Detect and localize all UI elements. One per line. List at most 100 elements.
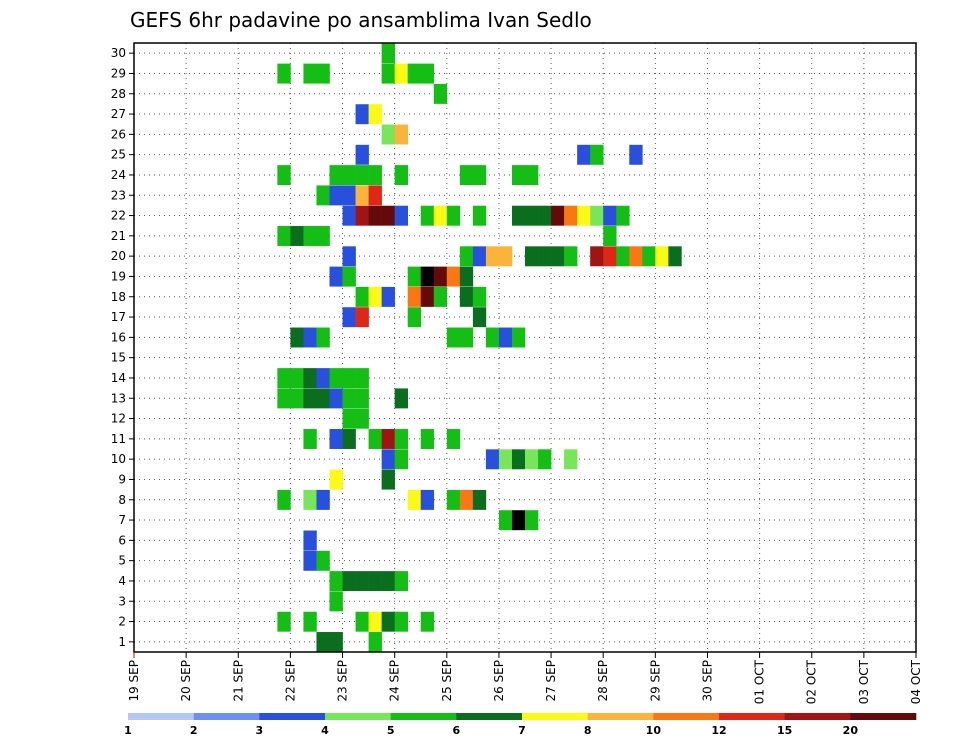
y-tick-label: 29 bbox=[111, 66, 126, 80]
heatmap-cell bbox=[355, 144, 369, 165]
colorbar-segment bbox=[522, 713, 588, 720]
heatmap-cell bbox=[277, 63, 291, 84]
heatmap-cell bbox=[525, 165, 539, 186]
heatmap-cell bbox=[603, 246, 617, 267]
heatmap-cell bbox=[446, 429, 461, 449]
heatmap-cell bbox=[459, 165, 474, 186]
heatmap-cell bbox=[355, 388, 369, 409]
colorbar-segment bbox=[850, 713, 917, 720]
heatmap-cell bbox=[420, 286, 435, 307]
heatmap-cell bbox=[368, 286, 382, 307]
y-tick-label: 10 bbox=[111, 452, 126, 466]
heatmap-cell bbox=[303, 368, 317, 389]
y-tick-label: 9 bbox=[118, 472, 126, 486]
heatmap-cell bbox=[472, 307, 487, 328]
heatmap-cell bbox=[394, 388, 408, 409]
y-tick-label: 24 bbox=[111, 168, 126, 182]
y-tick-label: 16 bbox=[111, 330, 126, 344]
colorbar-label: 15 bbox=[777, 724, 792, 737]
heatmap-cell bbox=[290, 226, 304, 246]
x-tick-label: 04 OCT bbox=[909, 659, 923, 704]
heatmap-cell bbox=[329, 368, 343, 389]
heatmap-cell bbox=[316, 388, 330, 409]
heatmap-cell bbox=[329, 469, 343, 490]
heatmap-cell bbox=[446, 205, 461, 226]
heatmap-cell bbox=[381, 43, 395, 64]
heatmap-cell bbox=[355, 205, 369, 226]
heatmap-cell bbox=[368, 571, 382, 592]
heatmap-cell bbox=[420, 611, 435, 632]
heatmap-cell bbox=[498, 246, 513, 267]
heatmap-cell bbox=[394, 571, 408, 592]
y-tick-label: 1 bbox=[118, 635, 126, 649]
heatmap-cell bbox=[407, 489, 422, 510]
y-tick-label: 8 bbox=[118, 493, 126, 507]
heatmap-cell bbox=[498, 510, 513, 531]
heatmap-cell bbox=[446, 327, 461, 348]
heatmap-cell bbox=[511, 205, 526, 226]
heatmap-cell bbox=[590, 246, 604, 267]
x-tick-label: 02 OCT bbox=[805, 659, 819, 704]
heatmap-cell bbox=[277, 226, 291, 246]
heatmap-cell bbox=[355, 307, 369, 328]
heatmap-cell bbox=[459, 246, 474, 267]
heatmap-cell bbox=[525, 449, 539, 470]
colorbar-segment bbox=[128, 713, 194, 720]
x-tick-label: 20 SEP bbox=[179, 660, 193, 702]
colorbar-label: 7 bbox=[518, 724, 526, 737]
y-tick-label: 2 bbox=[118, 615, 126, 629]
heatmap-cell bbox=[368, 632, 382, 652]
heatmap-cell bbox=[394, 429, 408, 449]
x-tick-label: 22 SEP bbox=[283, 660, 297, 702]
heatmap-cell bbox=[342, 246, 356, 267]
heatmap-cell bbox=[381, 124, 395, 145]
heatmap-cell bbox=[668, 246, 682, 267]
colorbar-label: 20 bbox=[843, 724, 859, 737]
heatmap-cell bbox=[277, 165, 291, 186]
heatmap-cell bbox=[303, 327, 317, 348]
colorbar: 1 2 3 4 5 6 7 8 10 12 15 20 bbox=[124, 713, 917, 737]
x-tick-label: 28 SEP bbox=[596, 660, 610, 702]
heatmap-cell bbox=[459, 327, 474, 348]
heatmap-cell bbox=[290, 368, 304, 389]
heatmap-cell bbox=[381, 429, 395, 449]
heatmap-cell bbox=[433, 266, 448, 287]
heatmap-cell bbox=[446, 489, 461, 510]
x-tick-label: 27 SEP bbox=[544, 660, 558, 702]
colorbar-label: 2 bbox=[190, 724, 198, 737]
heatmap-cell bbox=[342, 408, 356, 429]
heatmap-cell bbox=[381, 63, 395, 84]
x-tick-label: 23 SEP bbox=[336, 660, 350, 702]
heatmap-cell bbox=[472, 286, 487, 307]
heatmap-cell bbox=[394, 205, 408, 226]
heatmap-cell bbox=[381, 611, 395, 632]
heatmap-cell bbox=[538, 205, 552, 226]
colorbar-segment bbox=[784, 713, 851, 720]
colorbar-label: 10 bbox=[646, 724, 662, 737]
x-tick-label: 19 SEP bbox=[127, 660, 141, 702]
y-tick-label: 13 bbox=[111, 391, 126, 405]
colorbar-label: 5 bbox=[387, 724, 395, 737]
y-tick-label: 20 bbox=[111, 249, 126, 263]
heatmap-cell bbox=[303, 489, 317, 510]
heatmap-cell bbox=[525, 205, 539, 226]
heatmap-cell bbox=[407, 266, 422, 287]
heatmap-cell bbox=[511, 510, 526, 531]
heatmap-cell bbox=[342, 429, 356, 449]
heatmap-cell bbox=[342, 388, 356, 409]
heatmap-cells bbox=[277, 43, 682, 652]
heatmap-cell bbox=[642, 246, 656, 267]
heatmap-cell bbox=[420, 205, 435, 226]
colorbar-label: 1 bbox=[124, 724, 132, 737]
heatmap-cell bbox=[577, 144, 591, 165]
heatmap-cell bbox=[277, 611, 291, 632]
heatmap-cell bbox=[603, 226, 617, 246]
heatmap-cell bbox=[459, 286, 474, 307]
heatmap-cell bbox=[316, 226, 330, 246]
colorbar-segment bbox=[587, 713, 654, 720]
heatmap-cell bbox=[420, 489, 435, 510]
heatmap-cell bbox=[407, 307, 422, 328]
heatmap-cell bbox=[616, 246, 630, 267]
heatmap-cell bbox=[564, 205, 578, 226]
